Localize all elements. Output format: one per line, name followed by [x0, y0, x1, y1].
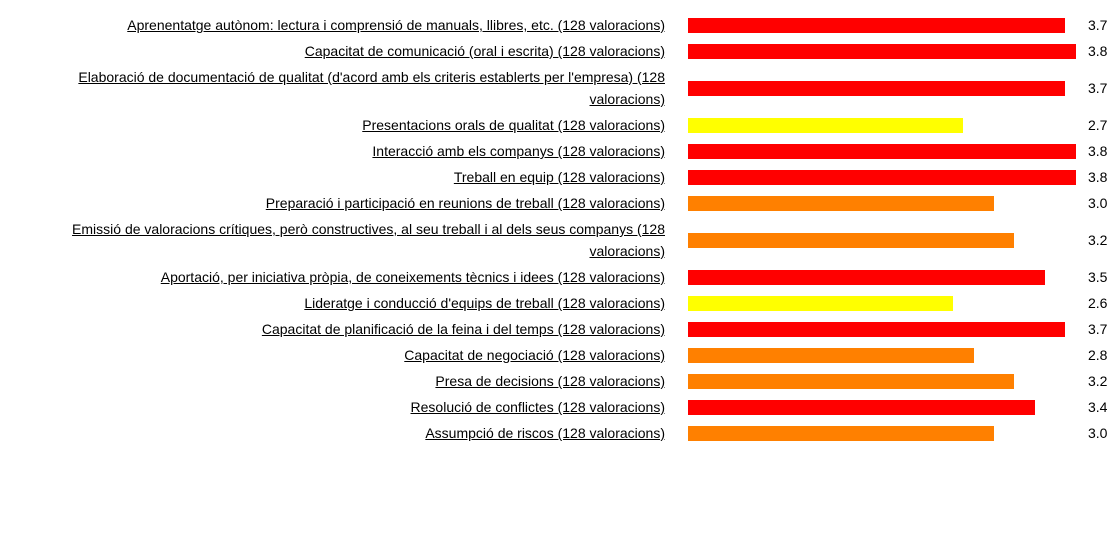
category-link[interactable]: Capacitat de planificació de la feina i … [261, 321, 665, 337]
bar-area: 3.2 [688, 229, 1107, 251]
value-label: 3.4 [1088, 399, 1108, 415]
value-label: 3.8 [1088, 43, 1108, 59]
category-link[interactable]: Interacció amb els companys (128 valorac… [372, 143, 665, 159]
category-link[interactable]: Aportació, per iniciativa pròpia, de con… [160, 269, 665, 285]
bar [688, 18, 1066, 33]
row: Presentacions orals de qualitat (128 val… [0, 112, 1118, 138]
category-link[interactable]: Capacitat de negociació (128 valoracions… [404, 347, 665, 363]
category-link[interactable]: Preparació i participació en reunions de… [265, 195, 665, 211]
bar-area: 2.6 [688, 292, 1107, 314]
row: Treball en equip (128 valoracions) 3.8 [0, 164, 1118, 190]
row: Emissió de valoracions crítiques, però c… [0, 216, 1118, 264]
bar-area: 3.5 [688, 266, 1107, 288]
value-label: 3.0 [1088, 195, 1108, 211]
value-label: 3.5 [1088, 269, 1108, 285]
row: Aportació, per iniciativa pròpia, de con… [0, 264, 1118, 290]
row: Capacitat de negociació (128 valoracions… [0, 342, 1118, 368]
value-label: 3.2 [1088, 232, 1108, 248]
bar-area: 2.8 [688, 344, 1107, 366]
bar [688, 118, 964, 133]
bar-area: 3.0 [688, 422, 1107, 444]
value-label: 3.8 [1088, 143, 1108, 159]
value-label: 2.8 [1088, 347, 1108, 363]
bar [688, 81, 1066, 96]
bar-area: 3.2 [688, 370, 1107, 392]
category-link[interactable]: Lideratge i conducció d'equips de trebal… [304, 295, 665, 311]
value-label: 3.7 [1088, 17, 1108, 33]
bar-area: 3.8 [688, 40, 1107, 62]
category-link[interactable]: Emissió de valoracions crítiques, però c… [72, 221, 665, 259]
row: Aprenentatge autònom: lectura i comprens… [0, 12, 1118, 38]
category-link[interactable]: Presa de decisions (128 valoracions) [435, 373, 665, 389]
category-link[interactable]: Aprenentatge autònom: lectura i comprens… [127, 17, 665, 33]
bar [688, 296, 954, 311]
bar [688, 400, 1035, 415]
row: Preparació i participació en reunions de… [0, 190, 1118, 216]
bar-area: 3.4 [688, 396, 1107, 418]
bar-area: 3.7 [688, 14, 1107, 36]
value-label: 3.7 [1088, 80, 1108, 96]
bar-area: 3.7 [688, 77, 1107, 99]
bar-area: 3.8 [688, 140, 1107, 162]
bar [688, 233, 1015, 248]
value-label: 3.2 [1088, 373, 1108, 389]
row: Assumpció de riscos (128 valoracions) 3.0 [0, 420, 1118, 446]
category-link[interactable]: Capacitat de comunicació (oral i escrita… [304, 43, 665, 59]
bar [688, 196, 994, 211]
row: Elaboració de documentació de qualitat (… [0, 64, 1118, 112]
category-link[interactable]: Resolució de conflictes (128 valoracions… [410, 399, 665, 415]
category-link[interactable]: Assumpció de riscos (128 valoracions) [425, 425, 665, 441]
row: Capacitat de planificació de la feina i … [0, 316, 1118, 342]
bar [688, 374, 1015, 389]
bar [688, 170, 1076, 185]
bar-area: 3.7 [688, 318, 1107, 340]
category-link[interactable]: Elaboració de documentació de qualitat (… [78, 69, 665, 107]
bar [688, 44, 1076, 59]
row: Lideratge i conducció d'equips de trebal… [0, 290, 1118, 316]
value-label: 3.7 [1088, 321, 1108, 337]
row: Resolució de conflictes (128 valoracions… [0, 394, 1118, 420]
category-link[interactable]: Presentacions orals de qualitat (128 val… [362, 117, 665, 133]
bar [688, 348, 974, 363]
bar-area: 3.8 [688, 166, 1107, 188]
bar [688, 270, 1045, 285]
row: Interacció amb els companys (128 valorac… [0, 138, 1118, 164]
value-label: 2.7 [1088, 117, 1108, 133]
row: Presa de decisions (128 valoracions) 3.2 [0, 368, 1118, 394]
row: Capacitat de comunicació (oral i escrita… [0, 38, 1118, 64]
bar [688, 322, 1066, 337]
bar [688, 144, 1076, 159]
value-label: 3.8 [1088, 169, 1108, 185]
value-label: 3.0 [1088, 425, 1108, 441]
bar-area: 3.0 [688, 192, 1107, 214]
bar-area: 2.7 [688, 114, 1107, 136]
value-label: 2.6 [1088, 295, 1108, 311]
category-link[interactable]: Treball en equip (128 valoracions) [453, 169, 665, 185]
bar [688, 426, 994, 441]
